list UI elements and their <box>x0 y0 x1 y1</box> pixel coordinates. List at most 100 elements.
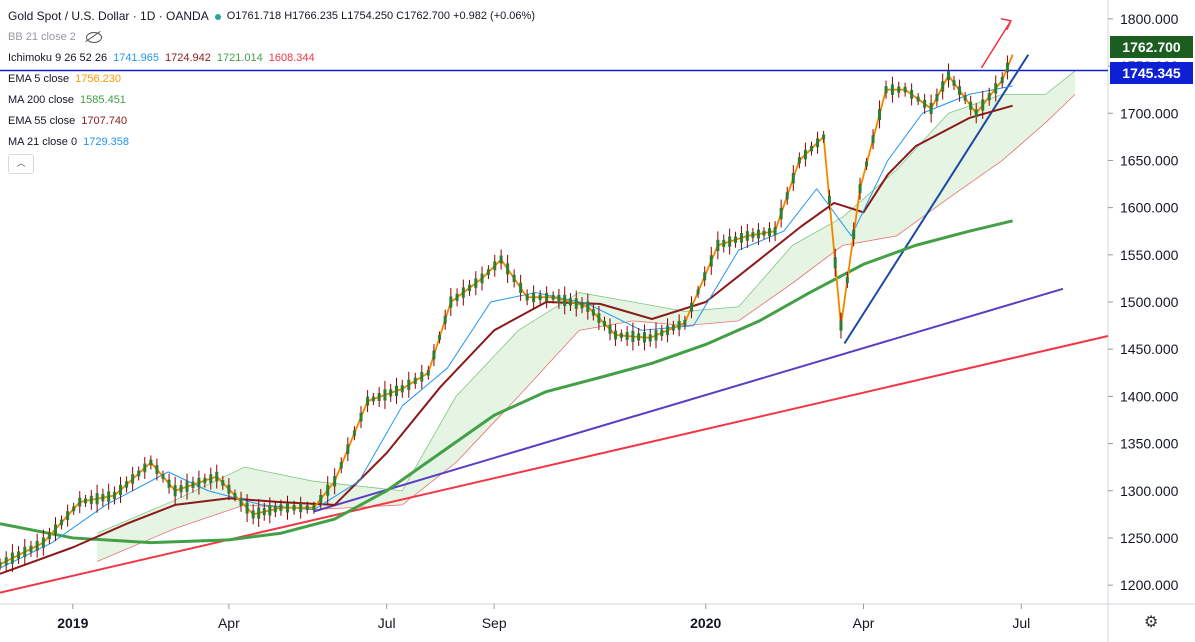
y-tick-label: 1600.000 <box>1120 200 1179 216</box>
price-candle-body <box>203 477 207 484</box>
collapse-legend-button[interactable]: ︿ <box>8 154 34 174</box>
price-candle-body <box>173 485 177 497</box>
price-candle-body <box>262 508 266 516</box>
ma200-row[interactable]: MA 200 close 1585.451 <box>8 90 535 111</box>
ema55-series-line <box>0 104 1013 575</box>
price-candle-body <box>816 138 820 148</box>
price-candle-body <box>41 537 45 548</box>
price-candle-body <box>227 484 231 494</box>
price-candle-body <box>910 89 914 99</box>
hline-price-tag: 1745.345 <box>1110 62 1193 84</box>
price-candle-body <box>563 294 567 307</box>
price-candle-body <box>53 524 57 534</box>
price-candle-body <box>137 470 141 477</box>
cloud-span-a <box>96 70 1076 534</box>
price-candle-body <box>696 289 700 295</box>
price-candle-body <box>827 195 831 204</box>
price-candle-body <box>359 412 363 422</box>
price-candle-body <box>994 83 998 94</box>
price-candle-body <box>17 551 21 559</box>
price-candle-body <box>155 465 159 474</box>
price-candle-body <box>519 282 523 294</box>
price-candle-body <box>690 302 694 312</box>
price-candle-body <box>420 371 424 382</box>
price-candle-body <box>66 511 70 521</box>
price-candle-body <box>233 493 237 498</box>
price-candle-body <box>89 495 93 504</box>
price-candle-body <box>72 506 76 512</box>
price-candle-body <box>143 463 147 473</box>
price-candle-body <box>35 540 39 551</box>
bb-row[interactable]: BB 21 close 2 <box>8 27 535 48</box>
price-candle-body <box>625 331 629 340</box>
price-candle-body <box>597 313 601 323</box>
hidden-eye-icon[interactable] <box>85 32 102 43</box>
price-candle-body <box>619 333 623 338</box>
price-candle-body <box>591 309 595 316</box>
price-candle-body <box>586 301 590 312</box>
price-candle-body <box>389 389 393 397</box>
ema5-row[interactable]: EMA 5 close 1756.230 <box>8 69 535 90</box>
x-tick-label: Jul <box>378 615 396 631</box>
price-candle-body <box>762 230 766 236</box>
price-candle-body <box>952 80 956 86</box>
ma21-label: MA 21 close 0 <box>8 136 78 148</box>
price-candle-body <box>916 96 920 102</box>
price-candle-body <box>95 493 99 505</box>
price-candle-body <box>273 505 277 513</box>
price-candle-body <box>803 149 807 160</box>
price-candle-body <box>299 503 303 513</box>
ma200-label: MA 200 close <box>8 94 75 106</box>
y-tick-label: 1250.000 <box>1120 530 1179 546</box>
price-candle-body <box>642 332 646 343</box>
price-candle-body <box>871 135 875 144</box>
y-tick-label: 1350.000 <box>1120 436 1179 452</box>
ma21-row[interactable]: MA 21 close 0 1729.358 <box>8 132 535 153</box>
ichimoku-v1: 1741.965 <box>113 52 159 64</box>
price-candle-body <box>221 480 225 486</box>
price-candle-body <box>809 145 813 152</box>
price-candle-body <box>119 484 123 496</box>
x-tick-label: 2020 <box>690 615 721 631</box>
price-candle-body <box>167 479 171 488</box>
ema55-row[interactable]: EMA 55 close 1707.740 <box>8 111 535 132</box>
price-candle-body <box>773 227 777 236</box>
price-candle-body <box>637 333 641 341</box>
y-tick-label: 1550.000 <box>1120 247 1179 263</box>
price-candle-body <box>833 257 837 269</box>
bb-label: BB 21 close 2 <box>8 31 76 43</box>
red-arrow-head <box>1000 18 1012 31</box>
price-candle-body <box>305 505 309 511</box>
price-candle-body <box>969 101 973 110</box>
price-candle-body <box>958 86 962 95</box>
price-candle-body <box>449 296 453 308</box>
price-candle-body <box>580 301 584 309</box>
price-candle-body <box>709 255 713 267</box>
price-candle-body <box>574 298 578 309</box>
ema55-value: 1707.740 <box>81 115 128 127</box>
price-candle-body <box>897 86 901 93</box>
price-candle-body <box>666 325 670 336</box>
price-candle-body <box>557 294 561 303</box>
gear-icon[interactable]: ⚙ <box>1144 614 1159 631</box>
price-candle-body <box>512 274 516 283</box>
red-trend-line <box>0 335 1109 594</box>
price-candle-body <box>525 294 529 301</box>
price-candle-body <box>245 502 249 514</box>
price-candle-body <box>608 324 612 334</box>
price-candle-body <box>84 498 88 504</box>
price-candle-body <box>858 184 862 194</box>
price-candle-body <box>413 377 417 385</box>
price-candle-body <box>506 263 510 275</box>
price-candle-body <box>239 497 243 506</box>
price-candle-body <box>722 239 726 248</box>
y-tick-label: 1200.000 <box>1120 577 1179 593</box>
x-tick-label: Jul <box>1012 615 1030 631</box>
price-candle-body <box>739 233 743 243</box>
price-candle-body <box>768 228 772 237</box>
ichimoku-row[interactable]: Ichimoku 9 26 52 26 1741.965 1724.942 17… <box>8 48 535 69</box>
y-tick-label: 1400.000 <box>1120 388 1179 404</box>
price-candle-body <box>333 476 337 487</box>
price-candle-body <box>728 236 732 247</box>
